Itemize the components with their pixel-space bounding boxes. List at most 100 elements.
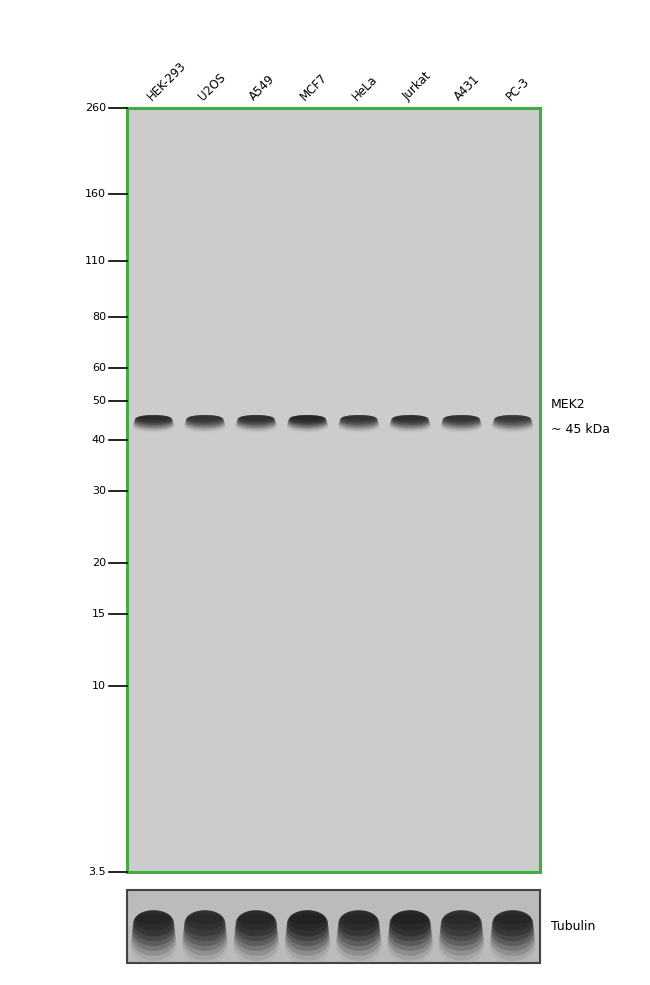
Text: 10: 10 — [92, 681, 106, 690]
Ellipse shape — [339, 910, 379, 937]
Ellipse shape — [443, 914, 479, 924]
Ellipse shape — [133, 913, 174, 942]
Ellipse shape — [237, 416, 275, 425]
Ellipse shape — [237, 911, 275, 931]
Ellipse shape — [491, 915, 534, 947]
Ellipse shape — [495, 415, 530, 422]
Ellipse shape — [239, 415, 273, 422]
Ellipse shape — [438, 926, 484, 965]
Ellipse shape — [340, 415, 378, 424]
Ellipse shape — [390, 418, 430, 428]
Ellipse shape — [185, 419, 225, 429]
Ellipse shape — [235, 420, 277, 431]
Ellipse shape — [445, 416, 478, 420]
Ellipse shape — [494, 416, 532, 425]
Ellipse shape — [238, 914, 274, 924]
Ellipse shape — [135, 416, 172, 425]
Text: 110: 110 — [85, 256, 106, 266]
Ellipse shape — [289, 911, 326, 931]
Ellipse shape — [136, 415, 171, 422]
Ellipse shape — [235, 913, 277, 942]
Ellipse shape — [342, 415, 376, 422]
Ellipse shape — [441, 420, 482, 432]
Text: HeLa: HeLa — [350, 73, 380, 103]
Ellipse shape — [132, 915, 175, 947]
Ellipse shape — [493, 418, 532, 428]
Ellipse shape — [182, 923, 228, 960]
Ellipse shape — [188, 416, 221, 420]
Ellipse shape — [136, 914, 172, 924]
Ellipse shape — [188, 415, 222, 422]
Ellipse shape — [497, 416, 529, 420]
Ellipse shape — [493, 417, 532, 427]
Ellipse shape — [490, 923, 536, 960]
Ellipse shape — [133, 420, 175, 432]
Ellipse shape — [133, 419, 174, 429]
Ellipse shape — [337, 915, 380, 947]
Ellipse shape — [335, 926, 382, 965]
Text: 40: 40 — [92, 435, 106, 445]
Ellipse shape — [236, 419, 276, 429]
Ellipse shape — [489, 926, 536, 965]
Text: 260: 260 — [84, 103, 106, 113]
Ellipse shape — [439, 923, 484, 960]
Ellipse shape — [133, 420, 174, 431]
Ellipse shape — [286, 918, 329, 951]
Text: 3.5: 3.5 — [88, 867, 106, 877]
Ellipse shape — [289, 914, 326, 924]
Text: U2OS: U2OS — [196, 71, 228, 103]
Ellipse shape — [133, 910, 174, 937]
Ellipse shape — [235, 918, 278, 951]
Ellipse shape — [495, 914, 530, 924]
Text: Tubulin: Tubulin — [551, 920, 595, 934]
Ellipse shape — [439, 921, 484, 955]
Ellipse shape — [391, 416, 429, 425]
Ellipse shape — [491, 420, 534, 432]
Ellipse shape — [285, 926, 331, 965]
Ellipse shape — [291, 415, 324, 422]
Ellipse shape — [440, 915, 483, 947]
Ellipse shape — [187, 415, 224, 424]
Ellipse shape — [237, 418, 276, 428]
Ellipse shape — [441, 419, 482, 429]
Ellipse shape — [491, 921, 535, 955]
Text: 50: 50 — [92, 396, 106, 406]
Ellipse shape — [287, 420, 328, 432]
Ellipse shape — [338, 420, 380, 432]
Text: 20: 20 — [92, 558, 106, 568]
Ellipse shape — [183, 921, 227, 955]
Ellipse shape — [285, 921, 330, 955]
Ellipse shape — [441, 418, 481, 428]
Ellipse shape — [443, 415, 480, 424]
Ellipse shape — [287, 913, 328, 942]
Ellipse shape — [183, 915, 226, 947]
Ellipse shape — [233, 923, 279, 960]
Text: Jurkat: Jurkat — [401, 70, 434, 103]
Text: MEK2: MEK2 — [551, 398, 586, 411]
Ellipse shape — [494, 415, 531, 424]
Ellipse shape — [236, 910, 277, 937]
Ellipse shape — [337, 921, 381, 955]
Ellipse shape — [234, 921, 278, 955]
Ellipse shape — [187, 914, 223, 924]
Ellipse shape — [137, 416, 170, 420]
Ellipse shape — [240, 416, 272, 420]
Ellipse shape — [185, 417, 224, 427]
Ellipse shape — [285, 923, 330, 960]
Ellipse shape — [287, 419, 328, 429]
Ellipse shape — [391, 417, 430, 427]
Ellipse shape — [183, 918, 227, 951]
Text: A431: A431 — [452, 73, 483, 103]
Ellipse shape — [237, 417, 276, 427]
Ellipse shape — [338, 420, 380, 431]
Ellipse shape — [186, 416, 224, 425]
Ellipse shape — [391, 911, 429, 931]
Ellipse shape — [445, 415, 478, 422]
Ellipse shape — [340, 416, 378, 425]
Ellipse shape — [132, 918, 176, 951]
Ellipse shape — [288, 418, 327, 428]
Ellipse shape — [336, 923, 382, 960]
Ellipse shape — [389, 420, 431, 432]
Ellipse shape — [131, 926, 177, 965]
Ellipse shape — [289, 415, 326, 424]
